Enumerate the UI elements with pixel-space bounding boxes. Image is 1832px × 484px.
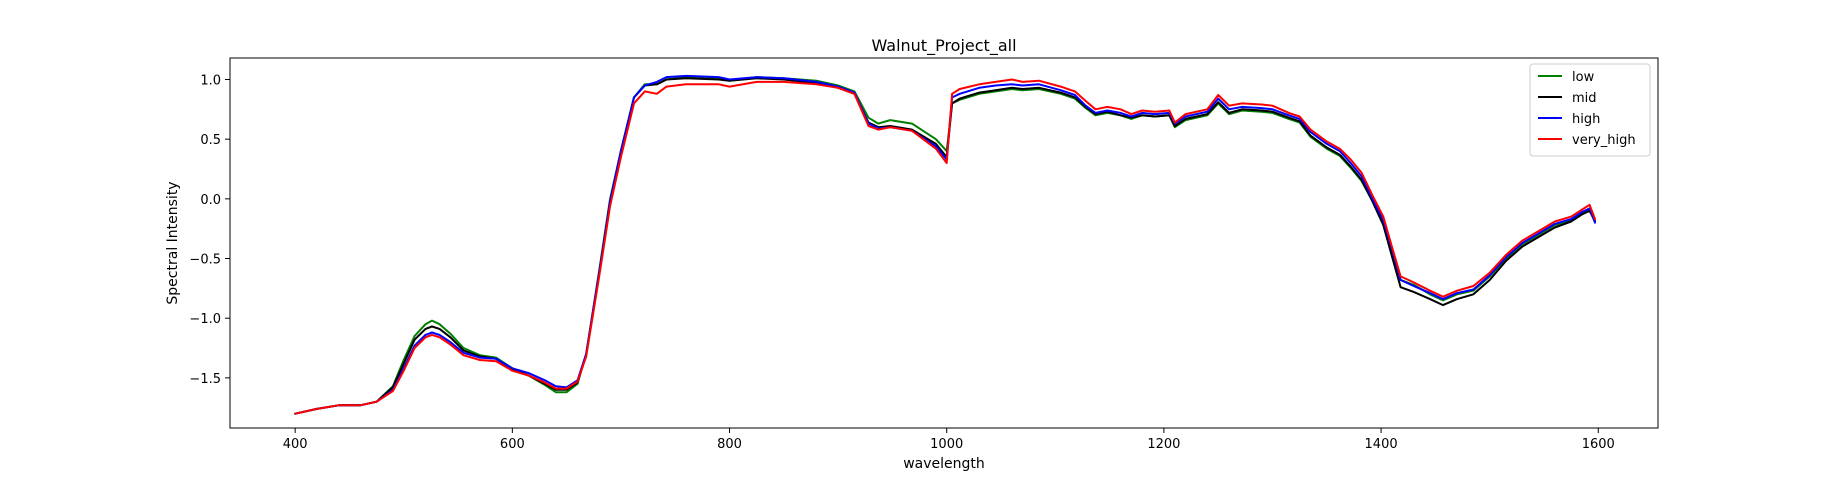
chart-title: Walnut_Project_all [871, 36, 1016, 56]
x-axis-ticks: 400 600 800 1000 1200 1400 1600 [283, 428, 1615, 452]
y-tick-label: 0.5 [200, 133, 221, 148]
legend-label-high: high [1572, 112, 1600, 127]
legend: low mid high very_high [1529, 63, 1651, 157]
series-line-low [294, 76, 1596, 415]
x-tick-label: 400 [283, 437, 308, 452]
y-tick-label: 0.0 [200, 193, 221, 208]
x-axis-label: wavelength [903, 456, 985, 472]
y-tick-label: −0.5 [189, 253, 221, 268]
legend-label-very-high: very_high [1572, 133, 1636, 148]
series-line-mid [294, 77, 1596, 415]
y-axis-label: Spectral Intensity [165, 181, 181, 304]
y-tick-label: 1.0 [200, 73, 221, 88]
y-tick-label: −1.5 [189, 372, 221, 387]
x-tick-label: 1600 [1582, 437, 1615, 452]
y-tick-label: −1.0 [189, 312, 221, 327]
legend-label-low: low [1572, 70, 1595, 85]
series-layer [294, 74, 1596, 415]
legend-box [1529, 63, 1651, 157]
x-tick-label: 800 [717, 437, 742, 452]
x-tick-label: 600 [500, 437, 525, 452]
plot-area-frame [229, 57, 1659, 429]
legend-label-mid: mid [1572, 91, 1597, 106]
x-tick-label: 1000 [930, 437, 963, 452]
y-axis-ticks: −1.5 −1.0 −0.5 0.0 0.5 1.0 [189, 73, 230, 387]
x-tick-label: 1200 [1147, 437, 1180, 452]
series-line-high [294, 74, 1596, 415]
series-line-very-high [294, 78, 1596, 415]
x-tick-label: 1400 [1365, 437, 1398, 452]
